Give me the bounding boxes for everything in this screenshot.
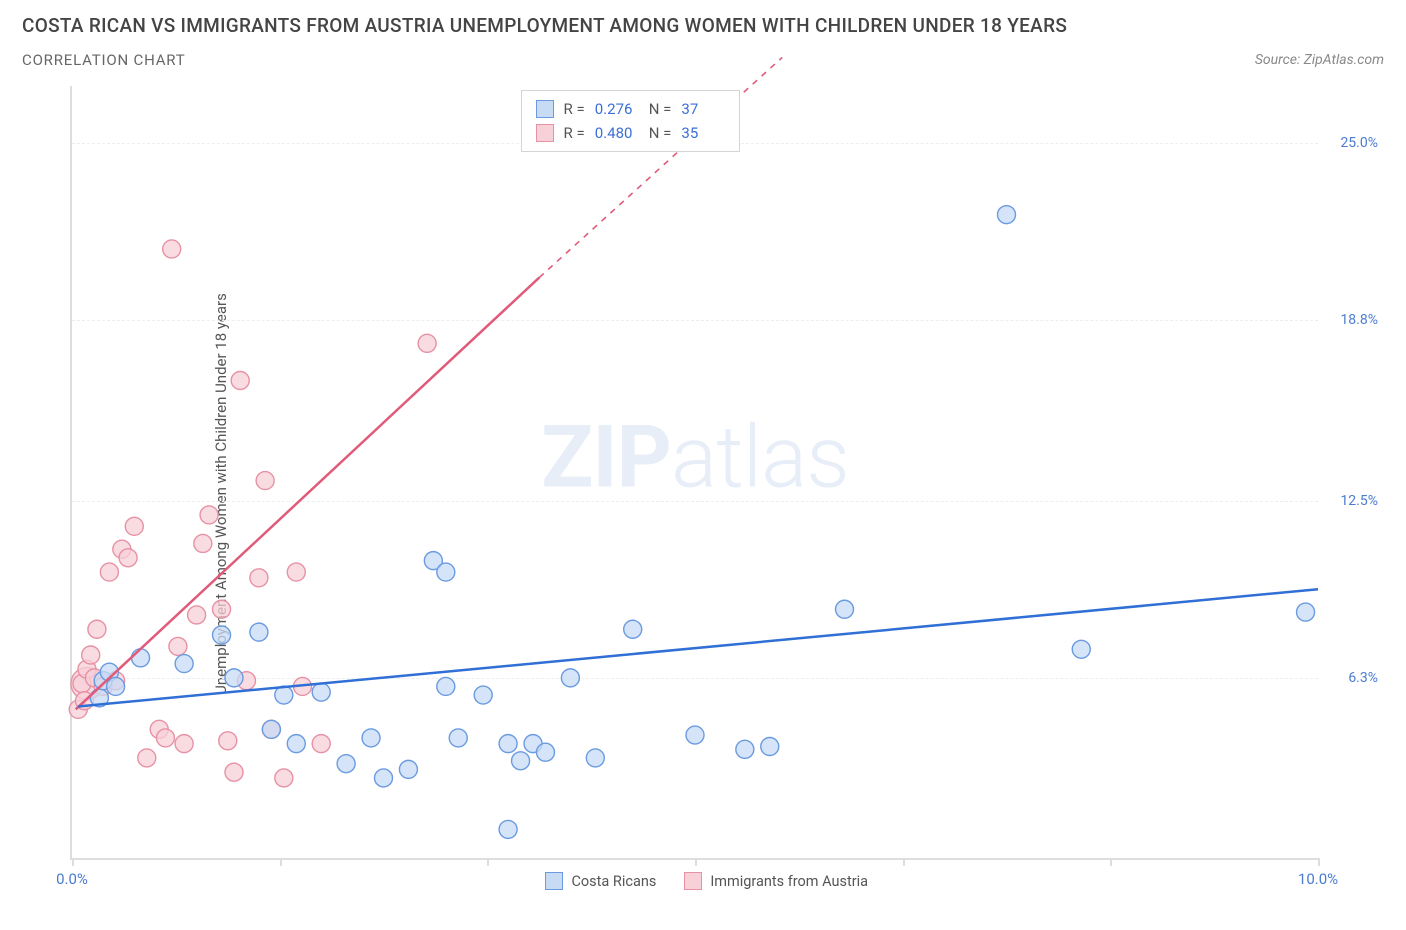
legend-swatch-2 <box>684 872 702 890</box>
chart-header: COSTA RICAN VS IMMIGRANTS FROM AUSTRIA U… <box>0 0 1406 69</box>
stats-r-value-2: 0.480 <box>595 121 639 145</box>
scatter-plot: ZIPatlas R = 0.276 N = 37 R = 0.480 N = … <box>70 86 1318 860</box>
stats-box: R = 0.276 N = 37 R = 0.480 N = 35 <box>521 90 741 152</box>
swatch-series2 <box>536 124 554 142</box>
legend-label-1: Costa Ricans <box>571 873 656 890</box>
swatch-series1 <box>536 100 554 118</box>
source-label: Source: ZipAtlas.com <box>1255 52 1384 68</box>
stats-n-label-2: N = <box>649 121 672 145</box>
stats-row-series1: R = 0.276 N = 37 <box>536 97 726 121</box>
stats-r-label-2: R = <box>564 121 585 145</box>
x-tick-label: 0.0% <box>56 870 88 888</box>
stats-n-label: N = <box>649 97 672 121</box>
legend-item-2: Immigrants from Austria <box>684 872 868 890</box>
x-tick-label: 10.0% <box>1298 870 1338 888</box>
chart-title: COSTA RICAN VS IMMIGRANTS FROM AUSTRIA U… <box>22 14 1384 37</box>
y-tick-label: 25.0% <box>1340 135 1378 151</box>
subtitle-row: CORRELATION CHART Source: ZipAtlas.com <box>22 51 1384 69</box>
y-tick-label: 12.5% <box>1340 493 1378 509</box>
plot-area: Unemployment Among Women with Children U… <box>48 86 1386 902</box>
stats-r-label: R = <box>564 97 585 121</box>
chart-subtitle: CORRELATION CHART <box>22 51 186 69</box>
legend-item-1: Costa Ricans <box>545 872 656 890</box>
stats-n-value-2: 35 <box>681 121 725 145</box>
bottom-legend: Costa Ricans Immigrants from Austria <box>545 872 868 890</box>
stats-r-value-1: 0.276 <box>595 97 639 121</box>
legend-label-2: Immigrants from Austria <box>710 873 868 890</box>
legend-swatch-1 <box>545 872 563 890</box>
chart-svg <box>72 86 1318 858</box>
stats-n-value-1: 37 <box>681 97 725 121</box>
y-tick-label: 18.8% <box>1340 312 1378 328</box>
stats-row-series2: R = 0.480 N = 35 <box>536 121 726 145</box>
y-tick-label: 6.3% <box>1348 670 1378 686</box>
